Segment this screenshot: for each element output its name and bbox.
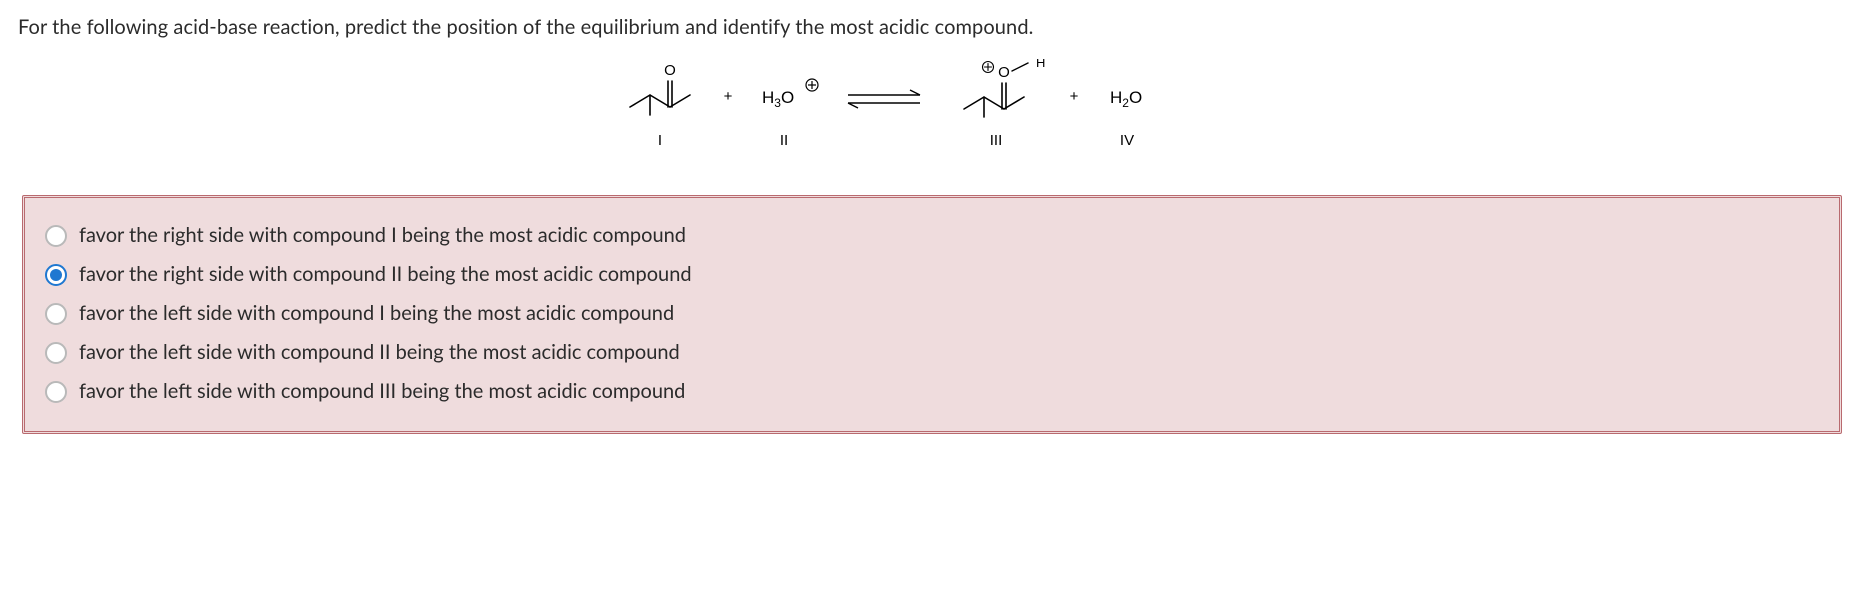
svg-text:O: O xyxy=(664,62,676,79)
reaction-scheme: O I + H3O II xyxy=(18,59,1846,169)
answer-option[interactable]: favor the right side with compound I bei… xyxy=(41,216,1823,255)
label-IV: IV xyxy=(1120,132,1134,149)
radio-unselected-icon[interactable] xyxy=(45,342,67,364)
svg-text:H: H xyxy=(1036,59,1045,70)
answer-label: favor the right side with compound I bei… xyxy=(79,222,686,249)
reagent-h3o: H3O xyxy=(762,79,818,110)
plus-1: + xyxy=(724,88,733,105)
reaction-svg: O I + H3O II xyxy=(612,59,1252,169)
answers-panel: favor the right side with compound I bei… xyxy=(22,195,1842,434)
svg-text:H2O: H2O xyxy=(1110,88,1142,110)
radio-unselected-icon[interactable] xyxy=(45,303,67,325)
svg-text:O: O xyxy=(998,64,1010,81)
answer-option[interactable]: favor the left side with compound II bei… xyxy=(41,333,1823,372)
answer-label: favor the left side with compound I bein… xyxy=(79,300,674,327)
question-stem: For the following acid-base reaction, pr… xyxy=(18,14,1846,41)
answer-option[interactable]: favor the left side with compound I bein… xyxy=(41,294,1823,333)
equilibrium-arrow xyxy=(848,90,920,108)
radio-unselected-icon[interactable] xyxy=(45,381,67,403)
answer-option[interactable]: favor the right side with compound II be… xyxy=(41,255,1823,294)
answer-label: favor the left side with compound II bei… xyxy=(79,339,680,366)
label-III: III xyxy=(990,132,1003,149)
radio-unselected-icon[interactable] xyxy=(45,225,67,247)
plus-2: + xyxy=(1070,88,1079,105)
answer-label: favor the left side with compound III be… xyxy=(79,378,685,405)
reagent-h2o: H2O xyxy=(1110,88,1142,110)
answer-option[interactable]: favor the left side with compound III be… xyxy=(41,372,1823,411)
svg-text:H3O: H3O xyxy=(762,88,794,110)
label-II: II xyxy=(780,132,788,149)
radio-selected-icon[interactable] xyxy=(45,264,67,286)
label-I: I xyxy=(658,132,662,149)
answer-label: favor the right side with compound II be… xyxy=(79,261,692,288)
